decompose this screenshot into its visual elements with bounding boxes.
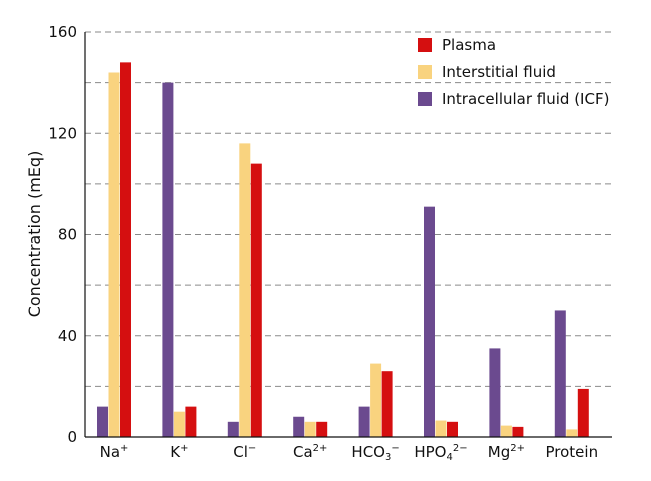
bar — [489, 348, 501, 437]
legend-swatch — [418, 38, 432, 52]
y-tick-label: 40 — [58, 327, 77, 345]
bar — [577, 388, 589, 437]
bar — [162, 82, 174, 437]
x-category-label: Cl− — [233, 443, 256, 461]
legend-swatch — [418, 92, 432, 106]
bar — [97, 406, 108, 437]
x-category-labels: Na+ K+ Cl− Ca2+ HCO3− HPO42− Mg2+ Protein — [100, 443, 599, 463]
legend-swatch — [418, 65, 432, 79]
y-tick-label: 80 — [58, 226, 77, 244]
bar — [304, 421, 316, 437]
bar — [227, 421, 239, 437]
bar — [500, 425, 512, 437]
legend-label: Plasma — [442, 36, 496, 54]
gridlines — [85, 31, 612, 387]
x-category-label: Ca2+ — [293, 443, 327, 461]
bar — [316, 421, 328, 437]
bar — [566, 429, 578, 437]
bar — [435, 420, 447, 437]
legend-label: Intracellular fluid (ICF) — [442, 90, 609, 108]
x-category-label: Protein — [546, 443, 599, 461]
bar — [370, 363, 382, 437]
legend-label: Interstitial fluid — [442, 63, 556, 81]
bar — [424, 206, 435, 437]
bar — [381, 371, 393, 437]
x-category-label: Na+ — [100, 443, 129, 461]
bar — [512, 426, 524, 437]
x-category-label: Mg2+ — [488, 443, 525, 461]
bar — [250, 163, 262, 437]
x-category-label: HCO3− — [351, 443, 399, 463]
axes — [84, 32, 612, 438]
bar — [120, 62, 131, 437]
x-category-label: HPO42− — [414, 443, 467, 463]
bar — [185, 406, 197, 437]
bar — [108, 72, 120, 437]
bar — [173, 411, 185, 437]
bar — [293, 416, 305, 437]
bar — [239, 143, 251, 437]
y-tick-label: 0 — [67, 428, 77, 446]
y-axis-title: Concentration (mEq) — [25, 151, 44, 318]
legend: Plasma Interstitial fluid Intracellular fl… — [418, 36, 609, 108]
y-tick-label: 160 — [48, 23, 77, 41]
y-tick-label: 120 — [48, 124, 77, 142]
bar — [554, 310, 566, 437]
bar — [358, 406, 370, 437]
x-category-label: K+ — [170, 443, 188, 461]
bars — [97, 62, 589, 437]
bar — [447, 421, 458, 437]
y-tick-labels: 0 40 80 120 160 — [48, 23, 77, 446]
